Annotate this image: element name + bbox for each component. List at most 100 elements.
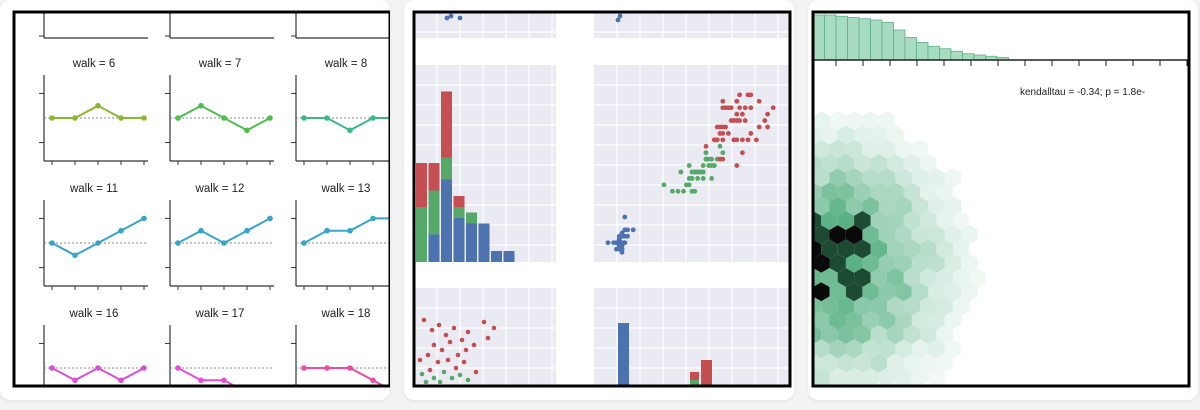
- facet-point: [221, 240, 227, 246]
- scatter-point: [471, 342, 477, 348]
- hexbin-cell: [895, 225, 912, 245]
- hexbin-cell: [813, 139, 830, 159]
- facet-point: [324, 365, 330, 371]
- hexbin-cell: [870, 325, 887, 344]
- hexbin-cell: [854, 182, 871, 202]
- hexbin-cell: [845, 139, 863, 159]
- histogram-bar: [428, 190, 440, 235]
- scatter-point: [740, 111, 745, 117]
- panel-frame: [12, 10, 390, 388]
- hexbin-cell: [870, 296, 887, 316]
- hexbin-cell: [928, 339, 945, 359]
- hexbin-cell: [895, 196, 912, 216]
- facet-point: [267, 390, 273, 396]
- hexbin-cell: [862, 168, 879, 188]
- facet-point: [370, 215, 376, 222]
- hexbin-cell: [870, 211, 887, 230]
- pair-grid-card[interactable]: [404, 0, 794, 400]
- scatter-point: [661, 182, 667, 188]
- hexbin-cell: [854, 268, 871, 287]
- hexbin-cell: [878, 253, 896, 273]
- hexbin-cell: [862, 253, 879, 273]
- facet-point: [198, 102, 204, 109]
- hexbin-cell: [878, 225, 896, 245]
- scatter-point: [625, 227, 630, 233]
- scatter-point: [734, 98, 740, 104]
- hexbin-joint-card[interactable]: kendalltau = -0.34; p = 1.8e-: [808, 0, 1198, 400]
- scatter-point: [485, 335, 491, 341]
- hexbin-cell: [854, 296, 871, 316]
- marginal-histogram-bar: [881, 22, 894, 61]
- facet-point: [370, 377, 376, 384]
- hexbin-cell: [845, 225, 863, 245]
- scatter-point: [678, 169, 684, 175]
- scatter-point: [712, 163, 717, 168]
- histogram-bar: [416, 163, 427, 207]
- scatter-point: [427, 367, 433, 373]
- scatter-point: [745, 137, 751, 143]
- scatter-point: [614, 246, 619, 252]
- hexbin-cell: [870, 353, 887, 373]
- hexbin-cell: [821, 239, 838, 259]
- scatter-point: [686, 163, 692, 168]
- hexbin-cell: [920, 211, 937, 230]
- hexbin-cell: [870, 239, 887, 259]
- scatter-point: [481, 319, 487, 325]
- hexbin-cell: [821, 325, 838, 344]
- scatter-point: [437, 379, 443, 385]
- facet-title: walk = 6: [72, 58, 116, 70]
- hexbin-cell: [813, 211, 822, 230]
- hexbin-cell: [829, 139, 846, 159]
- scatter-point: [421, 317, 427, 323]
- scatter-point: [748, 131, 754, 136]
- hexbin-cell: [813, 339, 830, 359]
- hexbin-cell: [854, 154, 871, 173]
- scatter-point: [762, 118, 768, 123]
- scatter-point: [709, 156, 714, 162]
- hexbin-cell: [895, 282, 912, 302]
- scatter-point: [419, 371, 425, 377]
- facet-point: [118, 227, 124, 234]
- scatter-point: [670, 188, 675, 194]
- facet-point: [244, 390, 250, 396]
- hexbin-cell: [903, 211, 920, 230]
- scatter-point: [689, 176, 695, 181]
- marginal-histogram-bar: [950, 50, 963, 61]
- scatter-point: [756, 98, 762, 104]
- marginal-histogram-bar: [904, 37, 917, 61]
- scatter-point: [681, 188, 686, 194]
- hexbin-cell: [821, 268, 838, 287]
- hexbin-cell: [911, 282, 929, 302]
- scatter-point: [491, 325, 497, 331]
- hexbin-cell: [911, 168, 929, 188]
- hexbin-cell: [845, 196, 863, 216]
- scatter-point: [714, 124, 720, 130]
- facet-title: walk = 16: [69, 308, 119, 320]
- hexbin-cell: [911, 310, 929, 330]
- hexbin-cell: [920, 154, 937, 173]
- hexbin-cell: [911, 339, 929, 359]
- hexbin-cell: [821, 296, 838, 316]
- hexbin-cell: [903, 154, 920, 173]
- scatter-point: [461, 359, 467, 365]
- hexbin-cell: [911, 196, 929, 216]
- facet-title: walk = 18: [321, 308, 371, 320]
- facet-grid-card[interactable]: walk = 6 walk = 7 walk = 8 walk = 11 walk = …: [0, 0, 390, 400]
- scatter-point: [431, 375, 437, 381]
- marginal-histogram-bar: [824, 14, 837, 61]
- hexbin-cell: [813, 353, 822, 373]
- hexbin-cell: [821, 154, 838, 173]
- scatter-point: [435, 359, 441, 365]
- scatter-point: [765, 124, 770, 130]
- hexbin-cell: [887, 182, 904, 202]
- panel-frame: [811, 10, 1191, 388]
- hexbin-plot-area: kendalltau = -0.34; p = 1.8e-: [813, 14, 1189, 400]
- facet-point: [141, 365, 147, 371]
- hexbin-cell: [952, 239, 970, 259]
- scatter-point: [726, 131, 731, 136]
- hexbin-cell: [830, 396, 846, 400]
- scatter-point: [622, 214, 628, 220]
- scatter-point: [728, 118, 734, 123]
- hexbin-cell: [813, 396, 830, 400]
- scatter-point: [448, 13, 454, 19]
